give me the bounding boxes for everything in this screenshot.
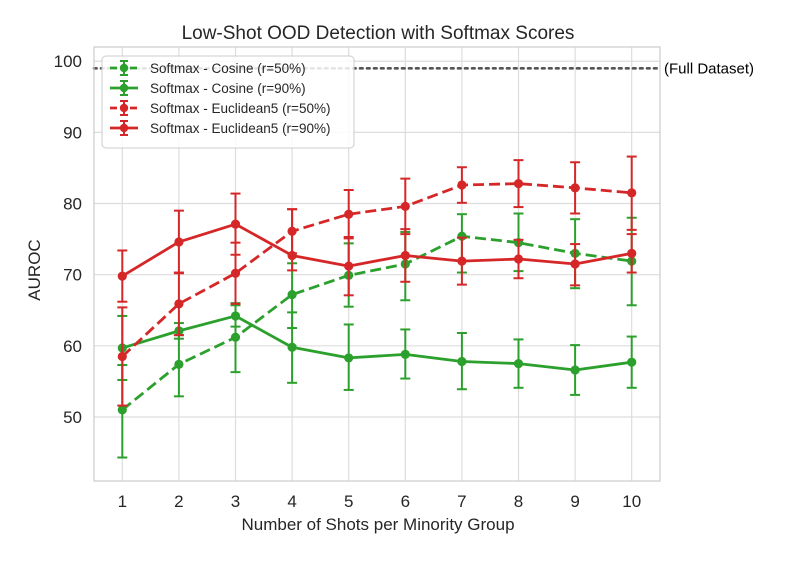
legend-box [101, 55, 355, 149]
data-point [513, 179, 524, 189]
data-point [513, 254, 524, 264]
legend-item: Softmax - Euclidean5 (r=50%) [110, 100, 330, 116]
series-line [121, 222, 632, 278]
data-point [174, 237, 184, 247]
legend-swatch-marker [119, 83, 129, 93]
series-1 [117, 304, 637, 396]
data-point [117, 405, 127, 415]
x-tick-label: 7 [457, 492, 466, 511]
x-tick-label: 4 [287, 492, 296, 511]
data-point [344, 353, 354, 363]
y-tick-label: 100 [54, 52, 82, 71]
data-point [627, 357, 637, 367]
legend: Softmax - Cosine (r=50%) Softmax - Cosine… [101, 55, 355, 149]
data-point [287, 250, 297, 261]
data-point [627, 188, 637, 198]
y-tick-label: 90 [63, 123, 82, 142]
data-point [400, 250, 410, 261]
series-line [121, 182, 632, 358]
tick-labels: 1 2 3 4 5 6 7 8 9 10 50 60 70 80 90 100 [54, 52, 642, 511]
x-tick-label: 8 [514, 492, 523, 511]
data-point [230, 219, 241, 229]
legend-label: Softmax - Cosine (r=90%) [150, 81, 306, 96]
data-point [230, 268, 241, 278]
legend-swatch-marker [119, 123, 129, 133]
x-tick-label: 5 [344, 492, 353, 511]
series-group [117, 155, 637, 459]
series-3 [117, 192, 637, 303]
legend-item: Softmax - Cosine (r=50%) [110, 60, 306, 76]
data-point [174, 359, 184, 369]
y-tick-label: 60 [63, 337, 82, 356]
y-tick-label: 50 [63, 408, 82, 427]
y-axis-label: AUROC [25, 239, 44, 300]
legend-swatch-marker [119, 63, 129, 73]
reference-line-label: (Full Dataset) [664, 60, 754, 77]
data-point [513, 359, 524, 369]
data-point [344, 261, 354, 271]
series-0 [117, 212, 637, 459]
legend-label: Softmax - Euclidean5 (r=90%) [150, 121, 330, 136]
data-point [287, 342, 297, 352]
data-point [230, 332, 241, 342]
data-point [570, 183, 580, 193]
x-axis-label: Number of Shots per Minority Group [241, 515, 514, 534]
legend-item: Softmax - Cosine (r=90%) [110, 80, 306, 96]
x-tick-label: 3 [231, 492, 240, 511]
data-point [457, 356, 467, 367]
data-point [230, 311, 241, 321]
legend-label: Softmax - Cosine (r=50%) [150, 61, 306, 76]
y-tick-label: 80 [63, 195, 82, 214]
data-point [457, 180, 467, 190]
data-point [570, 259, 580, 269]
data-point [627, 248, 637, 258]
data-point [400, 201, 410, 211]
data-point [570, 365, 580, 375]
x-tick-label: 2 [174, 492, 183, 511]
legend-swatch-marker [119, 103, 129, 113]
data-point [287, 289, 297, 300]
legend-item: Softmax - Euclidean5 (r=90%) [110, 120, 330, 136]
legend-label: Softmax - Euclidean5 (r=50%) [150, 101, 330, 116]
chart-title: Low-Shot OOD Detection with Softmax Scor… [182, 23, 575, 44]
x-tick-label: 10 [622, 492, 641, 511]
data-point [344, 209, 354, 219]
data-point [117, 271, 127, 281]
plot-frame [93, 46, 661, 482]
data-point [400, 349, 410, 359]
x-tick-label: 9 [570, 492, 579, 511]
x-tick-label: 1 [118, 492, 127, 511]
series-line [121, 234, 632, 411]
series-line [121, 314, 632, 372]
data-point [117, 351, 127, 362]
data-point [457, 256, 467, 266]
data-point [174, 299, 184, 309]
y-tick-label: 70 [63, 266, 82, 285]
x-tick-label: 6 [401, 492, 410, 511]
